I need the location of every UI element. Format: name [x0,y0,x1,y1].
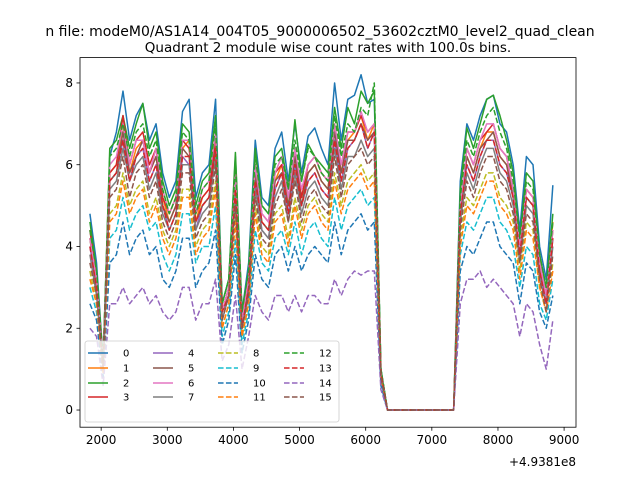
legend-label-2: 2 [123,379,129,390]
y-tick-label: 2 [65,321,73,335]
legend-label-14: 14 [319,379,332,390]
series-line-0 [89,74,554,411]
legend-label-10: 10 [253,379,266,390]
series-line-5 [89,123,554,411]
legend-label-7: 7 [188,393,194,404]
y-tick-label: 8 [65,76,73,90]
y-tick-label: 4 [65,240,73,254]
x-tick-label: 3000 [152,433,183,447]
series-line-11 [89,172,554,411]
legend-label-5: 5 [188,364,194,375]
x-tick-label: 6000 [350,433,381,447]
legend-label-13: 13 [319,364,332,375]
series-line-10 [89,213,554,411]
figure-suptitle: n file: modeM0/AS1A14_004T05_9000006502_… [45,24,594,40]
series-line-9 [89,188,554,411]
chart-title: Quadrant 2 module wise count rates with … [145,40,511,56]
x-tick-label: 2000 [86,433,117,447]
x-tick-label: 8000 [483,433,514,447]
y-tick-label: 0 [65,403,73,417]
legend-label-0: 0 [123,349,129,360]
series-line-12 [89,82,554,411]
series-lines [89,74,554,411]
x-tick-label: 4000 [218,433,249,447]
legend-label-1: 1 [123,364,129,375]
series-line-15 [89,147,554,411]
legend-box [84,340,340,423]
legend-label-6: 6 [188,379,194,390]
series-line-8 [89,163,554,411]
legend-label-8: 8 [253,349,259,360]
x-tick-label: 9000 [549,433,580,447]
legend-label-3: 3 [123,393,129,404]
series-line-14 [89,270,554,411]
legend-label-11: 11 [253,393,266,404]
axes-frame [79,57,577,428]
y-tick-label: 6 [65,158,73,172]
series-line-13 [89,123,554,411]
legend-label-4: 4 [188,349,194,360]
legend-label-15: 15 [319,393,332,404]
series-line-2 [89,90,554,411]
legend-label-12: 12 [319,349,332,360]
x-tick-label: 7000 [417,433,448,447]
legend-label-9: 9 [253,364,259,375]
plot-area: 2000 3000 4000 5000 6000 7000 8000 900002468012… [65,57,580,447]
x-offset-text: +4.9381e8 [509,455,576,469]
x-tick-label: 5000 [284,433,315,447]
